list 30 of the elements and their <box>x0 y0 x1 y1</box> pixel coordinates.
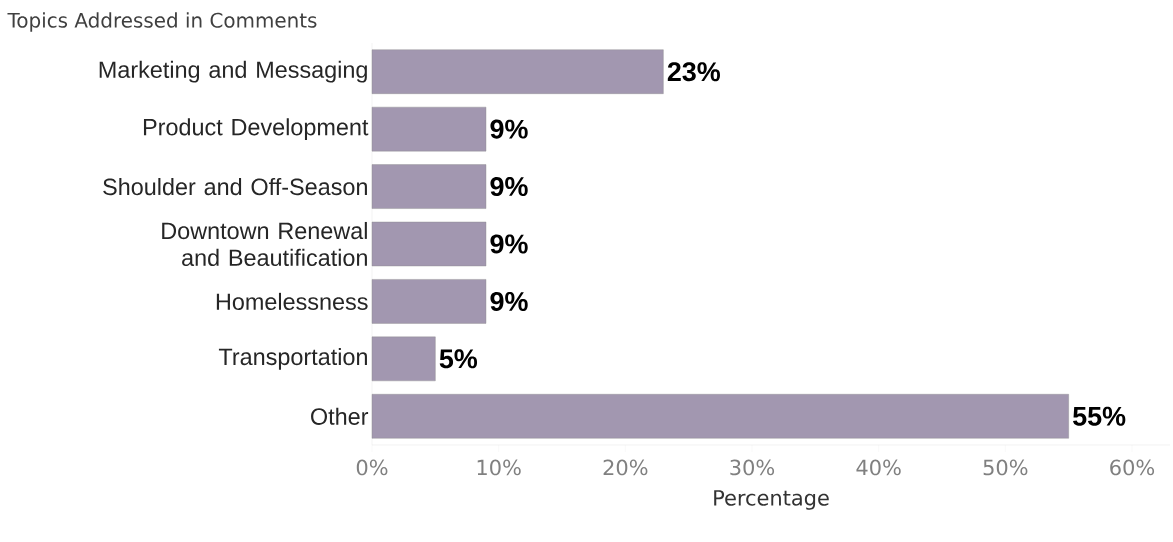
x-tick-label: 20% <box>603 459 648 476</box>
data-label: 9% <box>490 177 528 197</box>
data-label: 9% <box>490 234 528 254</box>
x-tick-label: 10% <box>477 459 521 476</box>
y-tick-label: Transportation <box>218 347 367 370</box>
bar <box>371 279 487 324</box>
y-tick-label: Homelessness <box>216 292 368 311</box>
data-label: 55% <box>1073 406 1126 426</box>
data-label: 9% <box>490 119 528 139</box>
y-tick-label: Downtown Renewal and Beautification <box>162 221 367 267</box>
y-tick-label: Shoulder and Off-Season <box>103 177 367 196</box>
x-axis-title: Percentage <box>714 490 829 510</box>
bar <box>371 164 487 209</box>
bar <box>371 336 436 382</box>
x-tick-label: 30% <box>730 459 775 476</box>
y-tick-label: Marketing and Messaging <box>99 60 367 83</box>
data-label: 5% <box>439 349 478 369</box>
y-tick-label: Product Development <box>143 118 369 141</box>
bar <box>371 106 487 152</box>
x-tick-label: 50% <box>983 459 1028 476</box>
x-tick-label: 0% <box>356 459 388 476</box>
x-tick-label: 60% <box>1110 459 1155 476</box>
text: Topics Addressed in Comments <box>7 12 317 32</box>
data-label: 9% <box>490 291 528 311</box>
bar <box>371 49 664 94</box>
y-tick-label: Other <box>311 407 369 425</box>
bar <box>371 221 487 267</box>
bar <box>371 394 1069 439</box>
x-tick-label: 40% <box>856 459 901 476</box>
data-label: 23% <box>667 62 720 82</box>
